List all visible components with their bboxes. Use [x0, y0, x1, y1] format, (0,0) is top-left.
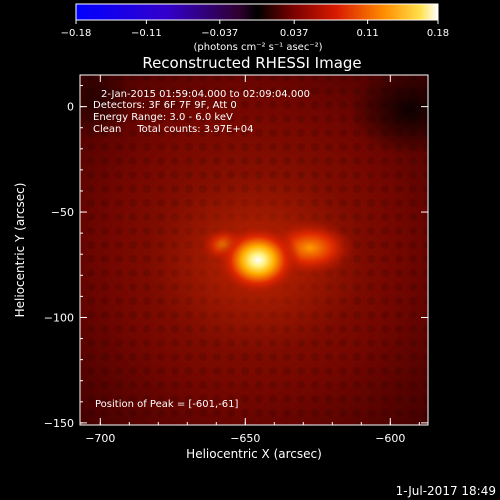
- colorbar-tick-label: −0.037: [201, 28, 238, 39]
- x-tick-label: −700: [85, 432, 115, 445]
- peak-position-label: Position of Peak = [-601,-61]: [95, 399, 239, 410]
- chart-title: Reconstructed RHESSI Image: [142, 54, 361, 72]
- x-axis-label: Heliocentric X (arcsec): [186, 447, 322, 461]
- x-tick-label: −650: [230, 432, 260, 445]
- y-tick-label: −100: [44, 311, 74, 324]
- annotation-clean-counts: Clean Total counts: 3.97E+04: [93, 124, 253, 135]
- annotation-detectors: Detectors: 3F 6F 7F 9F, Att 0: [93, 100, 237, 111]
- colorbar-unit-label: (photons cm⁻² s⁻¹ asec⁻²): [193, 42, 322, 53]
- y-tick-label: 0: [67, 101, 74, 114]
- footer-timestamp: 1-Jul-2017 18:49: [396, 484, 496, 498]
- y-tick-label: −50: [51, 206, 74, 219]
- y-axis-ticks: 0 −50 −100 −150: [44, 85, 428, 430]
- y-axis-label: Heliocentric Y (arcsec): [13, 183, 27, 318]
- y-tick-label: −150: [44, 417, 74, 430]
- x-tick-label: −600: [375, 432, 405, 445]
- colorbar-tick-label: 0.11: [356, 28, 378, 39]
- colorbar-tick-label: 0.18: [427, 28, 449, 39]
- plot-frame: [79, 74, 429, 426]
- annotation-energy-range: Energy Range: 3.0 - 6.0 keV: [93, 112, 233, 123]
- colorbar-tick-label: 0.037: [280, 28, 309, 39]
- colorbar-ticks: −0.18 −0.11 −0.037 0.037 0.11 0.18: [61, 20, 449, 39]
- x-axis-ticks: −700−650−600−550: [85, 75, 420, 445]
- colorbar: [75, 3, 439, 21]
- colorbar-tick-label: −0.18: [61, 28, 92, 39]
- annotation-time-range: 2-Jan-2015 01:59:04.000 to 02:09:04.000: [101, 89, 310, 100]
- heatmap-image: [80, 75, 428, 425]
- colorbar-tick-label: −0.11: [131, 28, 162, 39]
